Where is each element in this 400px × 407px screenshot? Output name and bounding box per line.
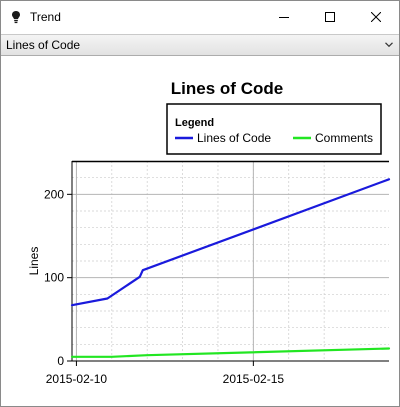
x-tick-label: 2015-02-15 bbox=[223, 372, 285, 386]
major-grid bbox=[72, 161, 389, 361]
series-line-0 bbox=[70, 178, 391, 307]
legend-title: Legend bbox=[175, 117, 214, 129]
minimize-button[interactable] bbox=[261, 1, 307, 33]
series-line-1 bbox=[70, 347, 391, 358]
window-title: Trend bbox=[30, 10, 61, 24]
metric-selector-value: Lines of Code bbox=[6, 38, 81, 52]
legend-label-comments: Comments bbox=[315, 131, 373, 145]
y-tick-label: 200 bbox=[44, 187, 64, 201]
y-tick-label: 100 bbox=[44, 271, 64, 285]
x-tick-label: 2015-02-10 bbox=[46, 372, 108, 386]
y-tick-label: 0 bbox=[57, 354, 64, 368]
chart-legend: Legend Lines of Code Comments bbox=[166, 103, 382, 155]
lightbulb-icon bbox=[12, 11, 20, 24]
series-layer bbox=[70, 178, 391, 358]
y-axis-ticks: 0 100 200 bbox=[44, 187, 72, 368]
minor-grid bbox=[72, 161, 389, 361]
maximize-icon bbox=[325, 12, 335, 22]
minimize-icon bbox=[279, 17, 289, 18]
x-axis-ticks: 2015-02-10 2015-02-15 bbox=[46, 361, 285, 386]
title-bar[interactable]: Trend bbox=[1, 1, 399, 33]
chevron-down-icon bbox=[385, 42, 393, 48]
legend-label-lines-of-code: Lines of Code bbox=[197, 131, 271, 145]
close-icon bbox=[371, 12, 381, 22]
legend-box bbox=[166, 103, 382, 155]
metric-selector[interactable]: Lines of Code bbox=[1, 34, 399, 56]
maximize-button[interactable] bbox=[307, 1, 353, 33]
y-axis-label: Lines bbox=[27, 247, 41, 276]
close-button[interactable] bbox=[353, 1, 399, 33]
trend-chart: Lines of Code Legend Lines of Code Comme… bbox=[27, 79, 391, 386]
chart-title: Lines of Code bbox=[171, 79, 283, 98]
